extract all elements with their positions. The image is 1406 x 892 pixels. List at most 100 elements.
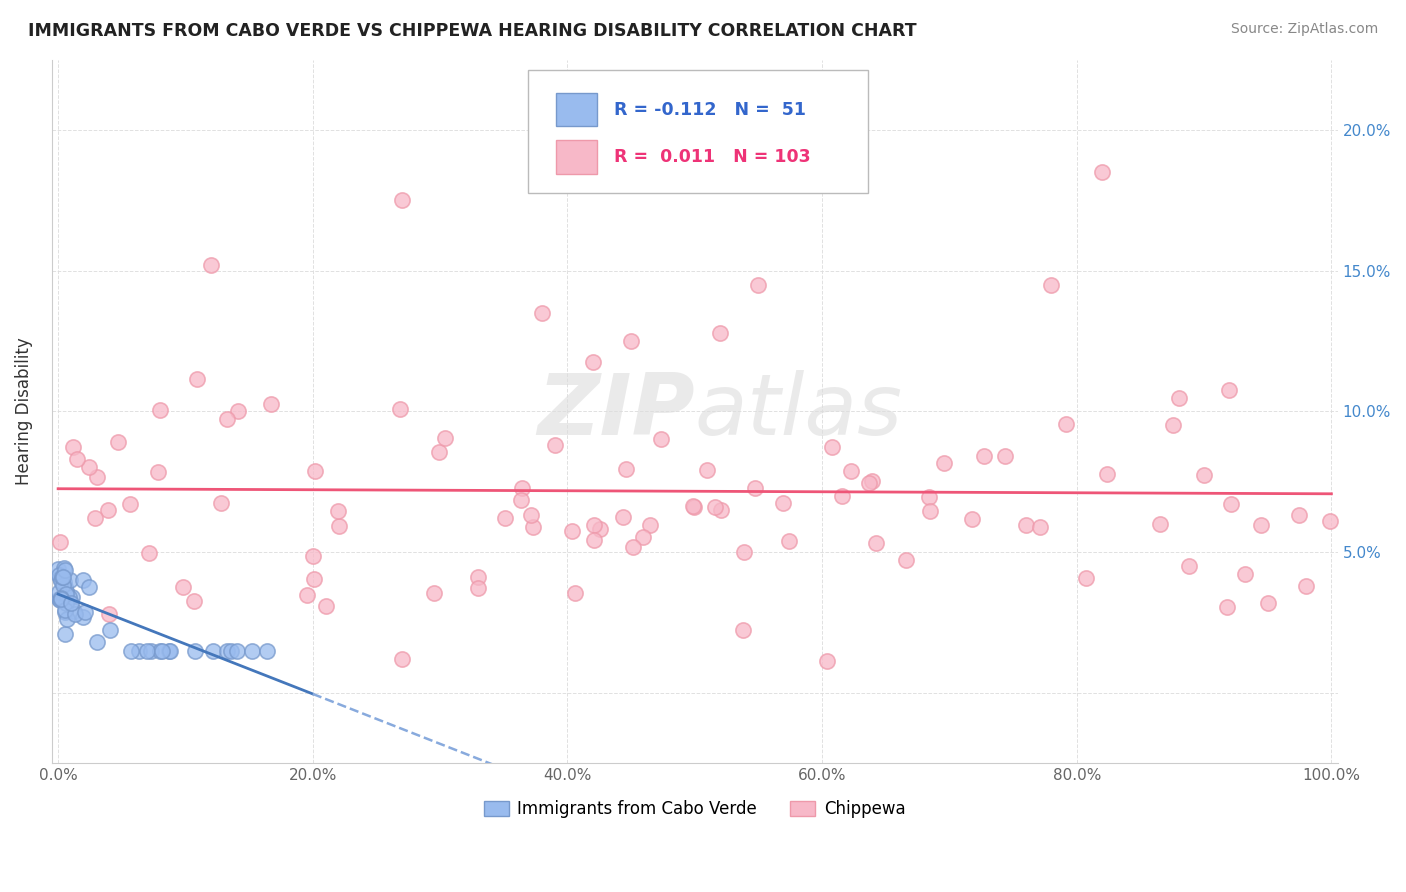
Point [710,503,733,517]
Point [640,518,662,533]
Point [52,593,75,607]
Point [53,626,76,640]
Point [128,643,150,657]
Point [59,573,82,587]
Text: IMMIGRANTS FROM CABO VERDE VS CHIPPEWA HEARING DISABILITY CORRELATION CHART: IMMIGRANTS FROM CABO VERDE VS CHIPPEWA H… [28,22,917,40]
Point [696,463,718,477]
Bar [555,140,598,174]
Point [1192,467,1215,482]
Point [157,643,180,657]
Point [219,643,242,657]
Point [49,574,72,588]
Point [58,591,80,605]
Point [564,586,586,600]
Point [583,533,606,547]
Point [48,561,70,575]
Point [98,623,121,637]
Point [1015,517,1038,532]
Point [56,612,79,626]
Point [994,450,1017,464]
Point [631,530,654,544]
Point [733,545,755,559]
Point [86,635,108,649]
Point [48,568,70,582]
Point [77,580,100,594]
Point [1257,596,1279,610]
Point [703,500,725,515]
Point [63,607,86,621]
Point [302,549,325,563]
Point [433,431,456,445]
Point [120,497,142,511]
Point [918,504,941,518]
FancyBboxPatch shape [527,70,869,194]
Point [148,402,170,417]
Point [858,475,880,490]
Point [614,462,637,476]
Point [240,643,263,657]
Point [1177,559,1199,574]
Point [1218,383,1240,397]
Point [328,519,350,533]
Point [544,438,567,452]
Point [146,465,169,479]
Point [582,355,605,369]
Point [860,474,883,488]
Point [427,445,450,459]
Point [1161,417,1184,432]
Point [228,404,250,418]
Point [918,490,941,504]
Point [186,372,208,386]
Point [530,306,553,320]
Point [522,520,544,534]
Point [509,492,531,507]
Point [494,510,516,524]
Text: R = -0.112   N =  51: R = -0.112 N = 51 [614,101,806,119]
Point [159,643,181,657]
Point [1040,277,1063,292]
Point [865,536,887,550]
Point [48,571,70,585]
Point [49,592,72,607]
Point [62,604,84,618]
Point [149,643,172,657]
Point [423,585,446,599]
Point [260,397,283,411]
Point [49,591,72,606]
Point [326,504,349,518]
Point [821,440,844,454]
Point [53,574,76,589]
Point [200,258,222,272]
Point [1295,579,1317,593]
Point [1149,516,1171,531]
Legend: Immigrants from Cabo Verde, Chippewa: Immigrants from Cabo Verde, Chippewa [478,794,912,825]
Point [588,523,610,537]
Point [97,503,120,517]
Point [60,590,83,604]
Point [98,607,121,621]
Point [48,592,70,607]
Point [1091,165,1114,179]
Point [744,481,766,495]
Point [391,652,413,666]
Point [582,518,605,533]
Point [1319,514,1341,528]
Point [561,524,583,538]
Text: Source: ZipAtlas.com: Source: ZipAtlas.com [1230,22,1378,37]
Point [84,511,107,525]
Y-axis label: Hearing Disability: Hearing Disability [15,337,32,485]
Point [72,610,94,624]
Point [172,580,194,594]
Point [932,456,955,470]
Point [683,500,706,515]
Text: R =  0.011   N = 103: R = 0.011 N = 103 [614,148,810,166]
Point [107,435,129,450]
Point [1288,508,1310,523]
Point [62,440,84,454]
Point [53,581,76,595]
Point [315,599,337,613]
Point [215,643,238,657]
Point [304,464,326,478]
Point [138,546,160,560]
Point [136,643,159,657]
